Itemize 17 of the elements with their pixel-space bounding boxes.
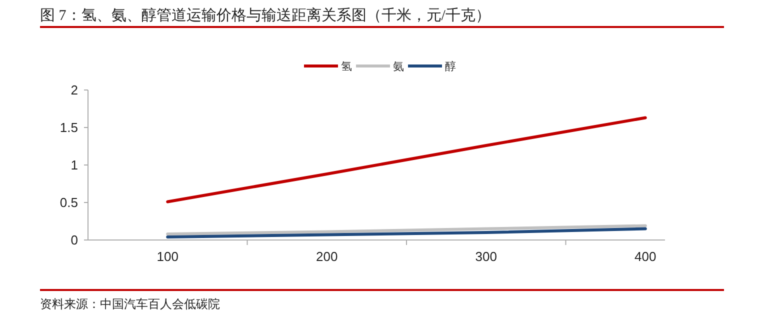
line-series: [166, 224, 647, 236]
x-tick-label: 200: [316, 249, 338, 264]
x-tick-label: 300: [475, 249, 497, 264]
y-tick-label: 0.5: [60, 195, 78, 210]
text: 资料来源：中国汽车百人会低碳院: [40, 297, 220, 311]
x-tick-label: 400: [634, 249, 656, 264]
y-tick-label: 2: [70, 82, 78, 98]
y-tick-label: 1: [70, 158, 78, 173]
x-tick-label: 100: [156, 249, 178, 264]
chart-title: 图 7：氢、氨、醇管道运输价格与输送距离关系图（千米，元/千克）: [40, 7, 490, 24]
legend-label: 氨: [393, 61, 404, 73]
legend-label: 氢: [341, 61, 352, 73]
line-series: [166, 227, 647, 238]
line-series: [166, 116, 647, 204]
legend-label: 醇: [445, 60, 456, 73]
y-tick-label: 1.5: [60, 120, 78, 136]
y-tick-label: 0: [70, 232, 78, 248]
